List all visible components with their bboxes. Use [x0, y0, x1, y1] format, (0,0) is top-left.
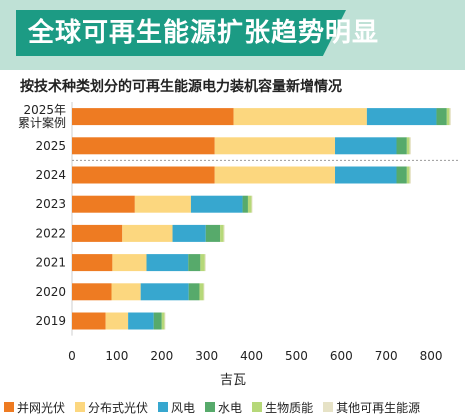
bar-segment: [199, 283, 204, 301]
bar-segment: [72, 166, 215, 184]
bar-segment: [72, 108, 234, 126]
x-tick-label: 400: [240, 349, 263, 363]
banner: 全球可再生能源扩张趋势明显: [0, 0, 465, 70]
bar-segment: [335, 166, 397, 184]
bar-segment: [122, 224, 173, 242]
category-label: 累计案例: [18, 115, 66, 130]
category-label: 2024: [35, 168, 66, 182]
bar-segment: [205, 224, 221, 242]
chart-title: 按技术种类划分的可再生能源电力装机容量新增情况: [20, 79, 342, 95]
x-tick-label: 200: [150, 349, 173, 363]
bar-segment: [72, 224, 123, 242]
bar-segment: [214, 166, 336, 184]
bar-segment: [436, 108, 447, 126]
banner-band: [16, 10, 346, 56]
legend-label: 水电: [218, 400, 243, 415]
category-label: 2022: [35, 226, 66, 240]
bar-segment: [146, 254, 189, 272]
legend-item: 生物质能: [252, 399, 313, 416]
bar-segment: [409, 137, 411, 155]
legend-item: 其他可再生能源: [323, 399, 420, 416]
bar-segment: [409, 166, 411, 184]
category-label: 2021: [35, 256, 66, 270]
bar-segment: [396, 137, 407, 155]
bar-segment: [449, 108, 451, 126]
x-tick-label: 500: [285, 349, 308, 363]
legend-swatch: [205, 402, 216, 412]
bar-segment: [335, 137, 397, 155]
bar-segment: [153, 312, 162, 330]
x-tick-label: 100: [105, 349, 128, 363]
bar-segment: [190, 195, 243, 213]
bar-segment: [140, 283, 189, 301]
bar-segment: [111, 283, 141, 301]
bar-segment: [446, 108, 450, 126]
bar-segment: [161, 312, 165, 330]
legend-item: 水电: [205, 399, 242, 416]
bar-segment: [204, 254, 206, 272]
legend-swatch: [323, 402, 334, 412]
bar-segment: [200, 254, 205, 272]
x-tick-label: 600: [330, 349, 353, 363]
bar-segment: [164, 312, 166, 330]
bar-segment: [72, 137, 215, 155]
category-label: 2019: [35, 314, 66, 328]
legend-swatch: [4, 402, 14, 412]
legend-label: 并网光伏: [17, 400, 66, 415]
bar-segment: [247, 195, 252, 213]
bar-segment: [220, 224, 224, 242]
legend-item: 分布式光伏: [75, 399, 148, 416]
bar-segment: [134, 195, 191, 213]
x-tick-label: 800: [420, 349, 443, 363]
legend-label: 其他可再生能源: [336, 400, 421, 415]
category-label: 2020: [35, 285, 66, 299]
legend-item: 并网光伏: [4, 399, 65, 416]
category-label: 2025年: [23, 103, 66, 117]
bar-segment: [128, 312, 154, 330]
x-tick-label: 0: [68, 349, 76, 363]
bar-segment: [112, 254, 147, 272]
x-tick-label: 300: [195, 349, 218, 363]
category-label: 2025: [35, 139, 66, 153]
bar-segment: [172, 224, 206, 242]
bar-segment: [72, 283, 112, 301]
bar-segment: [188, 254, 201, 272]
bar-segment: [242, 195, 248, 213]
bar-segment: [105, 312, 129, 330]
bar-segment: [72, 254, 113, 272]
bar-segment: [251, 195, 253, 213]
legend-swatch: [158, 402, 169, 412]
x-axis-label: 吉瓦: [220, 373, 246, 388]
bar-segment: [233, 108, 367, 126]
legend-label: 风电: [171, 400, 196, 415]
bar-segment: [72, 195, 135, 213]
legend-swatch: [75, 402, 86, 412]
bar-segment: [366, 108, 437, 126]
bar-segment: [188, 283, 200, 301]
bar-segment: [223, 224, 225, 242]
legend-label: 生物质能: [265, 400, 314, 415]
legend-item: 风电: [158, 399, 195, 416]
chart-legend: 并网光伏 分布式光伏 风电 水电 生物质能 其他可再生能源: [4, 397, 465, 417]
legend-swatch: [252, 402, 263, 412]
bar-segment: [72, 312, 106, 330]
bar-segment: [203, 283, 205, 301]
page-title: 全球可再生能源扩张趋势明显: [28, 18, 380, 48]
legend-label: 分布式光伏: [88, 400, 149, 415]
bar-segment: [396, 166, 407, 184]
bar-segment: [214, 137, 336, 155]
category-label: 2023: [35, 197, 66, 211]
x-tick-label: 700: [375, 349, 398, 363]
bar-segment: [406, 137, 410, 155]
bar-segment: [406, 166, 410, 184]
